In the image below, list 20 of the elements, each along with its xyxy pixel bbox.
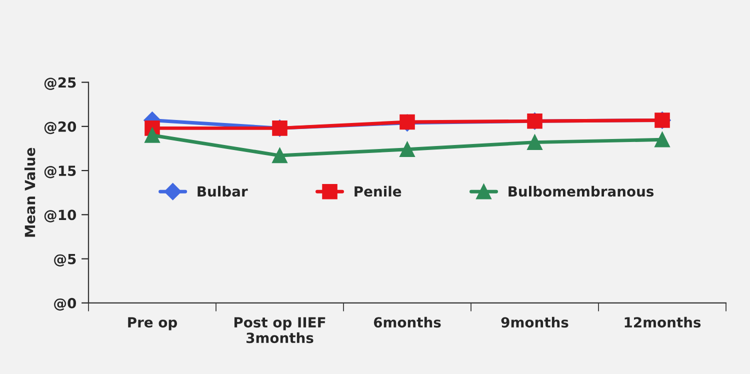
y-tick-label: @10: [44, 210, 76, 222]
y-axis-title: Mean Value: [24, 148, 36, 237]
point: [400, 142, 415, 157]
point: [527, 134, 542, 150]
legend-label: Bulbar: [198, 186, 248, 197]
point: [654, 132, 670, 148]
y-tick-label: @15: [44, 166, 76, 178]
point: [272, 148, 288, 164]
legend-label: Penile: [354, 186, 402, 197]
x-tick-label: Pre op: [128, 317, 178, 330]
x-tick-label: 9months: [501, 316, 568, 328]
y-tick-label: @25: [44, 77, 76, 90]
x-tick-label: 6months: [374, 316, 441, 328]
legend-label: Bulbomembranous: [508, 186, 654, 197]
y-tick-label: @20: [44, 121, 76, 134]
y-tick-label: @0: [54, 298, 76, 311]
x-tick-label: Post op IIEF 3months: [234, 317, 326, 344]
x-tick-label: 12months: [624, 316, 701, 328]
point: [144, 128, 160, 143]
y-tick-label: @5: [54, 254, 76, 266]
